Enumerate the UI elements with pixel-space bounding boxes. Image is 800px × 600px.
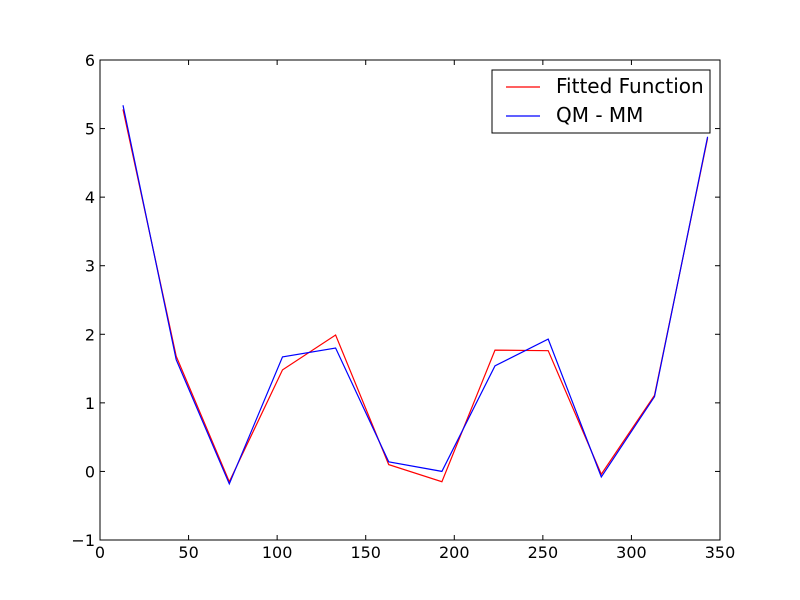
x-tick-label: 350 [705, 543, 736, 562]
series-line-qm-mm [122, 105, 709, 486]
y-tick-label: 6 [85, 51, 95, 70]
legend: Fitted Function QM - MM [491, 69, 711, 134]
plot-frame [99, 59, 721, 541]
legend-label-fitted-function: Fitted Function [556, 74, 704, 98]
x-tick-label: 0 [95, 543, 105, 562]
y-tick-label: 2 [85, 325, 95, 344]
x-tick-label: 150 [350, 543, 381, 562]
legend-box [491, 69, 711, 134]
y-tick-label: −1 [71, 531, 95, 550]
series-lines [122, 105, 709, 486]
series-line-fitted-function [122, 109, 709, 484]
x-tick-label: 100 [262, 543, 293, 562]
x-tick-label: 50 [178, 543, 198, 562]
x-tick-label: 250 [528, 543, 559, 562]
y-tick-label: 3 [85, 257, 95, 276]
y-tick-label: 5 [85, 120, 95, 139]
y-tick-label: 1 [85, 394, 95, 413]
x-tick-label: 300 [616, 543, 647, 562]
x-tick-label: 200 [439, 543, 470, 562]
y-tick-label: 4 [85, 188, 95, 207]
legend-label-qm-mm: QM - MM [556, 103, 643, 127]
y-tick-label: 0 [85, 462, 95, 481]
